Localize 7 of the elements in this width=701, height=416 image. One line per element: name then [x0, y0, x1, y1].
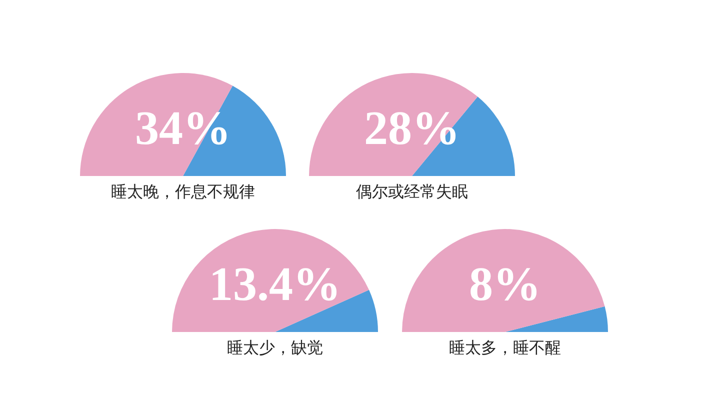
text: 28%: [364, 102, 460, 155]
text: 13.4%: [209, 258, 341, 311]
text: 睡太多，睡不醒: [449, 338, 561, 357]
text: 8%: [469, 258, 541, 311]
text: 睡太少，缺觉: [227, 338, 323, 357]
text: 偶尔或经常失眠: [356, 182, 468, 201]
text: 睡太晚，作息不规律: [111, 182, 255, 201]
